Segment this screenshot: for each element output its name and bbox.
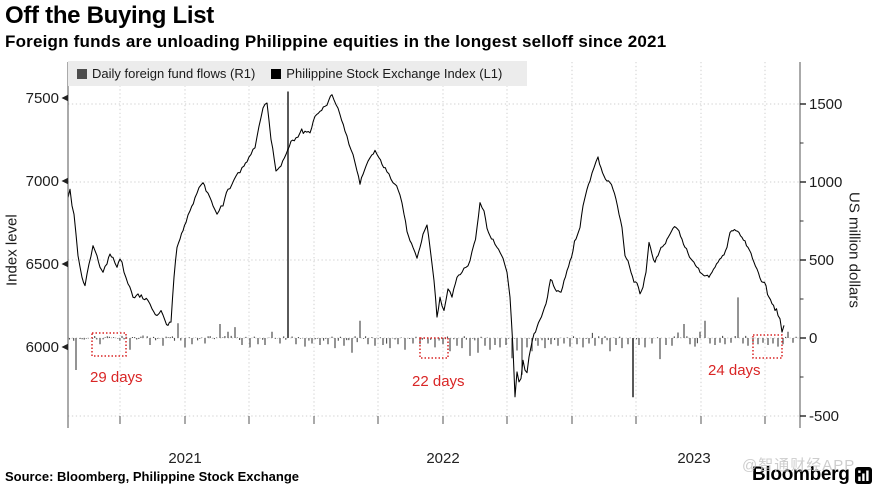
watermark-text: @智通财经APP <box>742 457 856 474</box>
flow-bars-noise <box>68 332 797 344</box>
left-axis-tick <box>61 94 68 102</box>
selloff-annotation-box <box>752 334 783 359</box>
left-axis-tick <box>61 260 68 268</box>
legend-item-flows: Daily foreign fund flows (R1) <box>77 66 255 81</box>
right-axis-tick-label: 1500 <box>809 96 842 113</box>
page-subtitle: Foreign funds are unloading Philippine e… <box>5 32 667 51</box>
right-axis-tick-label: 1000 <box>809 174 842 191</box>
bloomberg-logo: Bloomberg <box>752 464 872 486</box>
flow-bars-spikes <box>75 297 794 375</box>
bloomberg-terminal-icon <box>854 466 872 484</box>
right-axis-tick-label: -500 <box>809 408 839 425</box>
bloomberg-logo-text: Bloomberg <box>752 464 850 485</box>
legend-label-flows: Daily foreign fund flows (R1) <box>92 66 256 81</box>
legend-label-index: Philippine Stock Exchange Index (L1) <box>286 66 503 81</box>
left-axis-tick <box>61 177 68 185</box>
left-axis-tick-label: 7500 <box>26 90 59 107</box>
right-axis-tick-label: 500 <box>809 252 834 269</box>
right-axis-title: US million dollars <box>845 192 863 308</box>
chart-legend: Daily foreign fund flows (R1) Philippine… <box>68 61 527 86</box>
flow-bars-large-spikes <box>287 91 634 398</box>
left-axis-tick <box>61 343 68 351</box>
right-axis-tick-label: 0 <box>809 330 817 347</box>
source-line: Source: Bloomberg, Philippine Stock Exch… <box>5 469 299 484</box>
index-line <box>67 94 785 398</box>
left-axis-tick-label: 6500 <box>26 256 59 273</box>
selloff-annotation-box <box>419 337 449 359</box>
selloff-annotation-box <box>91 332 127 357</box>
flows-legend-swatch-icon <box>77 68 87 79</box>
left-axis-tick-label: 6000 <box>26 339 59 356</box>
index-legend-swatch-icon <box>271 68 282 79</box>
page-title: Off the Buying List <box>5 2 214 29</box>
left-axis-tick-label: 7000 <box>26 173 59 190</box>
branding-block: @智通财经APP Bloomberg <box>740 452 872 488</box>
legend-item-index: Philippine Stock Exchange Index (L1) <box>271 66 502 81</box>
